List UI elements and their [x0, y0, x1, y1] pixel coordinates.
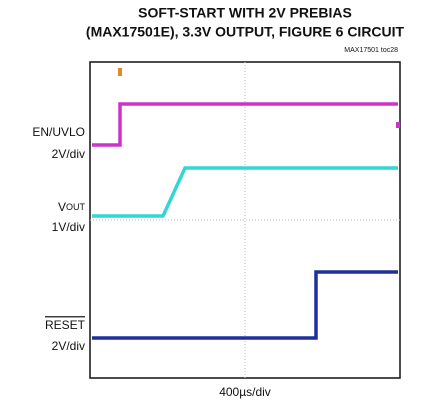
- chart-title: (MAX17501E), 3.3V OUTPUT, FIGURE 6 CIRCU…: [86, 24, 405, 40]
- trace-en-uvlo: [92, 102, 398, 147]
- channel-label: RESET: [45, 318, 86, 332]
- label-sub: OUT: [66, 202, 86, 212]
- trace-vout: [92, 166, 398, 218]
- channel-label: VOUT: [58, 200, 86, 214]
- channel-scale: 1V/div: [52, 220, 85, 234]
- x-scale: 400µs/div: [219, 385, 271, 399]
- channel-scale: 2V/div: [52, 339, 85, 353]
- label-main: V: [58, 200, 66, 214]
- trace-reset: [92, 270, 398, 340]
- graticule: [90, 62, 400, 378]
- figure-id: MAX17501 toc28: [344, 47, 398, 54]
- channel-label: EN/UVLO: [32, 125, 85, 139]
- channel-scale: 2V/div: [52, 147, 85, 161]
- plot-frame: [89, 61, 401, 379]
- trigger-marker: [118, 68, 122, 76]
- trace-marker: [396, 122, 400, 128]
- chart-title: SOFT-START WITH 2V PREBIAS: [138, 5, 352, 21]
